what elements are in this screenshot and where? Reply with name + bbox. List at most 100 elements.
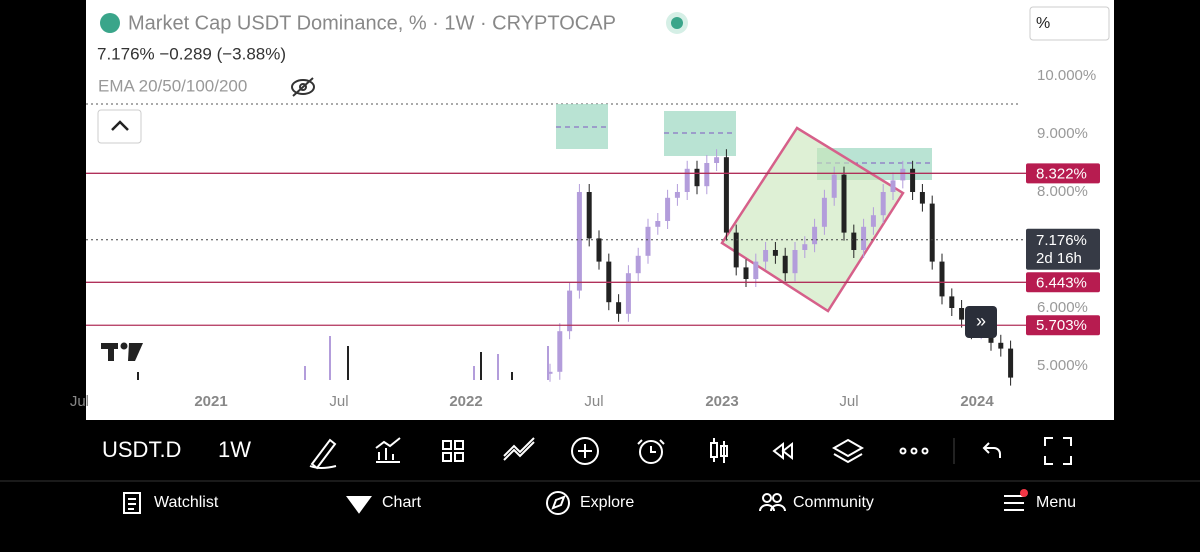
candle <box>714 157 720 163</box>
scale-label: % <box>1036 15 1050 32</box>
candle <box>557 331 563 372</box>
level-label: 8.322% <box>1036 165 1087 182</box>
nav-item[interactable]: Menu <box>1036 494 1076 511</box>
candle <box>674 192 680 198</box>
levels: 8.322% 6.443% 5.703% 7.176%2d 16h <box>86 163 1100 336</box>
price-label: 8.000% <box>1037 183 1088 200</box>
time-label: Jul <box>584 393 603 410</box>
candle <box>851 232 857 250</box>
quote: 7.176% −0.289 (−3.88%) <box>97 44 286 63</box>
candle <box>596 238 602 262</box>
candle <box>870 215 876 227</box>
chevron <box>111 120 129 131</box>
price-label: 6.000% <box>1037 299 1088 316</box>
price-label: 10.000% <box>1037 67 1096 84</box>
title: Market Cap USDT Dominance, % · 1W · CRYP… <box>128 12 616 34</box>
countdown: 2d 16h <box>1036 250 1082 267</box>
toolbar: USDT.D 1W <box>102 437 1072 470</box>
time-label: Jul <box>329 393 348 410</box>
hide-icon[interactable] <box>291 77 315 97</box>
candle <box>939 261 945 297</box>
candle <box>704 163 710 187</box>
candle <box>723 157 729 233</box>
volume <box>304 336 549 380</box>
candle <box>949 296 955 308</box>
time-label: Jul <box>839 393 858 410</box>
candle <box>831 174 837 198</box>
header: Market Cap USDT Dominance, % · 1W · CRYP… <box>97 6 1110 361</box>
candle <box>812 226 818 245</box>
candle <box>782 255 788 274</box>
candle <box>802 244 808 250</box>
scroll-button[interactable] <box>965 306 997 338</box>
last-price-badge <box>1026 228 1100 270</box>
nav-icons <box>123 491 1024 515</box>
axes: 10.000% 9.000% 8.000% 6.000% 5.000% Jul 2021 Ju… <box>70 67 1096 410</box>
candle <box>910 168 916 192</box>
candle <box>625 273 631 314</box>
candle <box>821 197 827 227</box>
candle <box>772 250 778 256</box>
price-label: 5.000% <box>1037 357 1088 374</box>
candle <box>900 168 906 181</box>
level-badge <box>1026 163 1100 184</box>
level-label: 5.703% <box>1036 317 1087 334</box>
nav-item[interactable]: Watchlist <box>154 494 219 511</box>
candle <box>929 203 935 262</box>
candle <box>645 226 651 256</box>
candle <box>1008 348 1014 378</box>
candle <box>567 290 573 332</box>
candle <box>655 221 661 227</box>
candle <box>792 250 798 274</box>
candle <box>753 261 759 279</box>
level-badge <box>1026 315 1100 336</box>
indicator: EMA 20/50/100/200 <box>98 76 247 95</box>
scroll-icon: » <box>976 311 986 331</box>
nav-item[interactable]: Community <box>793 494 874 511</box>
candle <box>586 192 592 239</box>
last-price-label: 7.176% <box>1036 232 1087 249</box>
candle <box>635 255 641 274</box>
status-dot <box>671 17 683 29</box>
candle <box>959 308 965 320</box>
candle <box>861 226 867 250</box>
time-label: 2022 <box>449 393 482 410</box>
candle <box>684 168 690 192</box>
candle <box>547 371 553 374</box>
zone <box>556 104 608 149</box>
candle <box>576 192 582 291</box>
level-label: 6.443% <box>1036 274 1087 291</box>
chart-area <box>86 0 1114 420</box>
time-label: 2024 <box>960 393 994 410</box>
price-label: 9.000% <box>1037 125 1088 142</box>
bottom-nav: Watchlist Chart Explore Community Menu <box>123 489 1076 515</box>
collapse-button[interactable] <box>97 109 142 144</box>
candle <box>763 250 769 262</box>
time-label: Jul <box>70 393 89 410</box>
candle <box>665 197 671 221</box>
scale-button[interactable] <box>1029 6 1110 41</box>
symbol[interactable]: USDT.D <box>102 437 181 462</box>
time-label: 2023 <box>705 393 738 410</box>
time-label: 2021 <box>194 393 227 410</box>
candle <box>880 192 886 216</box>
tv-logo <box>101 342 143 361</box>
candle <box>890 180 896 192</box>
interval[interactable]: 1W <box>218 437 251 462</box>
candle <box>919 192 925 204</box>
tool-icons[interactable] <box>309 437 1072 470</box>
nav-item[interactable]: Chart <box>382 494 422 511</box>
notification-dot <box>1020 489 1028 497</box>
candle <box>998 342 1004 349</box>
candle <box>616 302 622 314</box>
candle <box>841 174 847 233</box>
candle <box>733 232 739 268</box>
candle <box>694 168 700 187</box>
coin-icon <box>100 13 120 33</box>
nav-item[interactable]: Explore <box>580 494 634 511</box>
level-badge <box>1026 272 1100 293</box>
volume <box>137 346 513 380</box>
candle <box>743 267 749 279</box>
